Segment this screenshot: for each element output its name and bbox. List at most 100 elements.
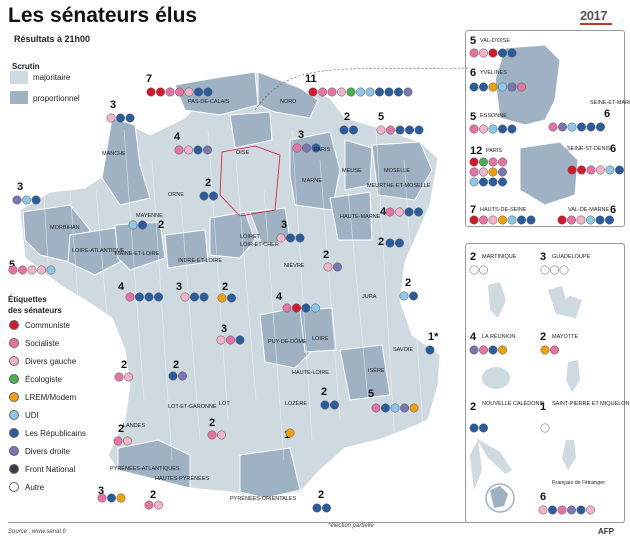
dept-1-label: NORD [280, 99, 296, 105]
legend-label: LREM/Modem [25, 392, 77, 402]
idf-6-label: HAUTS-DE-SEINE [480, 207, 527, 213]
scrutin-majoritaire-swatch [10, 71, 28, 84]
idf-5-count: 6 [610, 143, 616, 155]
om-0-label: MARTINIQUE [482, 254, 517, 260]
idf-4-seat-dot [469, 167, 479, 177]
corse-shape [470, 440, 482, 490]
dept-9-group: 3 MORBIHAN [12, 181, 80, 231]
idf-3-seat-dot [488, 124, 498, 134]
dept-21-group: 3 PUY-DE-DÔME [216, 323, 307, 345]
dept-10-seat-dot [128, 220, 138, 230]
dept-2-group: 3 MANCHE [102, 99, 135, 157]
department-border-2 [95, 189, 117, 421]
dept-21-seat-dot [216, 335, 226, 345]
idf-4-seat-dot [498, 157, 507, 167]
dept-26-label: LOT-ET-GARONNE [168, 404, 217, 410]
idf-7-seat-dot [595, 215, 605, 225]
department-border-7 [235, 159, 257, 401]
scrutin-proportionnel-label: proportionnel [33, 94, 80, 103]
om-3-label: MAYOTTE [552, 334, 579, 340]
legend-dot-icon [9, 464, 19, 474]
dept-22-count: 1* [428, 331, 439, 343]
dept-4-seat-dot [292, 143, 302, 153]
dept-17-seat-dot [227, 293, 236, 303]
dept-15-count: 4 [118, 281, 125, 293]
idf-2-seat-dot [596, 122, 605, 132]
dept-3-seat-dot [193, 145, 203, 155]
legend-item-5: UDI [9, 410, 39, 420]
legend-dot-icon [9, 446, 19, 456]
idf-6-count: 7 [470, 204, 476, 216]
dept-9-seat-dot [12, 195, 22, 205]
proportional-department-9 [114, 221, 166, 271]
dept-11-count: 4 [380, 206, 387, 218]
dept-12-seat-dot [276, 233, 286, 243]
dept-30-count: 3 [98, 485, 104, 497]
om-2-count: 4 [470, 331, 477, 343]
idf-3-seat-dot [498, 124, 507, 134]
idf-5-label: SEINE-ST-DENIS [567, 146, 611, 152]
idf-5-seat-dot [586, 165, 596, 175]
dept-4-group: 3 PARIS [292, 129, 330, 153]
dept-7-label: MARNE [302, 178, 322, 184]
martinique-shape [488, 282, 506, 318]
dept-0-seat-dot [165, 87, 175, 97]
om-6-seat-dot [576, 505, 586, 515]
dept-3-count: 4 [174, 131, 181, 143]
dept-4-label: PARIS [314, 147, 330, 153]
nouvelle-caledonie-shape [476, 438, 512, 474]
department-border-1 [67, 159, 89, 441]
idf-inset-map-top [494, 44, 561, 126]
dept-17-group: 2 LOIR-ET-CHER [217, 242, 279, 303]
dept-31-count: 2 [150, 489, 156, 501]
dept-29-group: 2 [320, 386, 339, 410]
dept-8-count: 2 [205, 177, 211, 189]
dept-24-label: ISÈRE [368, 367, 385, 374]
dept-26-seat-dot [178, 371, 187, 381]
idf-4-seat-dot [488, 177, 498, 187]
dept-1-seat-dot [346, 87, 356, 97]
dept-9-count: 3 [17, 181, 23, 193]
legend-label: Écologiste [25, 374, 62, 384]
dept-28-seat-dot [285, 428, 295, 438]
afp-logo: AFP [598, 527, 614, 536]
department-border-8 [263, 189, 285, 461]
dept-21-label: PUY-DE-DÔME [268, 338, 307, 345]
idf-6-seat-dot [507, 215, 517, 225]
dept-24-seat-dot [381, 403, 390, 413]
proportional-department-5 [344, 139, 373, 191]
dept-12-seat-dot [286, 233, 295, 243]
om-2-seat-dot [479, 345, 488, 355]
om-6-group: 6 Français de l'étranger [538, 480, 605, 515]
dept-15-seat-dot [135, 292, 144, 302]
dept-24-seat-dot [409, 403, 419, 413]
idf-5-seat-dot [615, 165, 624, 175]
dept-13-label: HAUTE-MARNE [340, 214, 381, 220]
guadeloupe-shape [548, 286, 582, 318]
idf-0-seat-dot [507, 48, 517, 58]
dept-31-seat-dot [154, 500, 163, 510]
dept-27-label: LOT [219, 401, 230, 407]
dept-3-seat-dot [203, 145, 212, 155]
idf-0-seat-dot [498, 48, 507, 58]
dept-15-group: 4 MAINE-ET-LOIRE [115, 251, 163, 302]
dept-4-seat-dot [302, 143, 311, 153]
dept-31-label: HAUTES-PYRÉNÉES [155, 475, 209, 482]
dept-33-group: 2 [113, 423, 132, 446]
dept-15-seat-dot [154, 292, 163, 302]
dept-26-group: 2 LOT-ET-GARONNE [168, 359, 217, 410]
dept-10-label: MAYENNE [136, 213, 163, 219]
dept-6-group: 5 MOSELLE [376, 111, 424, 174]
idf-1-count: 6 [470, 67, 476, 79]
dept-24-group: 5 ISÈRE [368, 367, 419, 413]
idf-0-seat-dot [488, 48, 498, 58]
om-5-seat-dot [540, 423, 550, 433]
department-border-6 [207, 129, 229, 421]
dept-18-label: NIÈVRE [284, 262, 305, 269]
dept-11-group: 4 MEURTHE-ET-MOSELLE [367, 183, 431, 218]
proportional-department-17 [117, 439, 191, 489]
department-border-10 [319, 159, 341, 421]
dept-1-seat-dot [365, 87, 375, 97]
outre-mer-inset [465, 243, 625, 523]
